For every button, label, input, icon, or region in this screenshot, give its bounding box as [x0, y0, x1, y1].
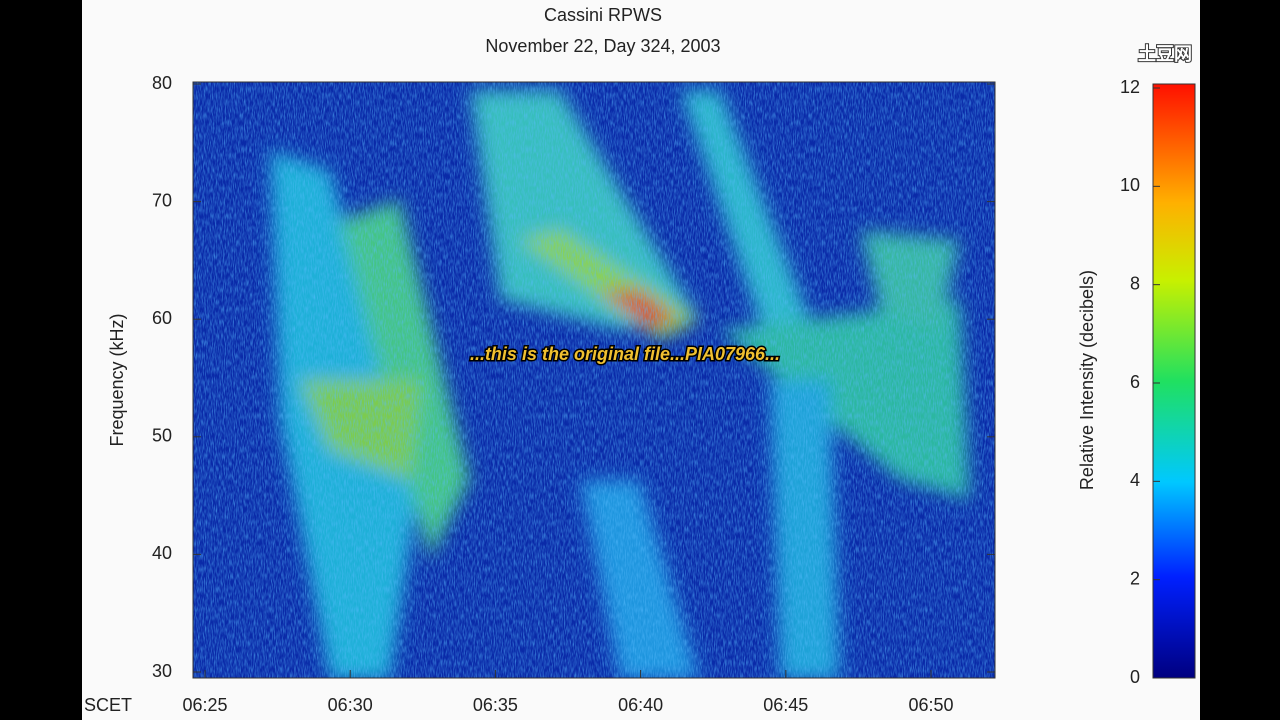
- chart-subtitle: November 22, Day 324, 2003: [485, 36, 720, 56]
- y-tick-label: 80: [152, 73, 172, 93]
- x-tick-label: 06:40: [618, 695, 663, 715]
- colorbar-tick-label: 10: [1120, 175, 1140, 195]
- colorbar-tick-label: 12: [1120, 77, 1140, 97]
- colorbar-tick-label: 8: [1130, 273, 1140, 293]
- x-tick-label: 06:50: [908, 695, 953, 715]
- colorbar-tick-label: 4: [1130, 470, 1140, 490]
- spectrogram: [193, 82, 995, 678]
- colorbar-label: Relative Intensity (decibels): [1077, 270, 1097, 490]
- chart-title: Cassini RPWS: [544, 5, 662, 25]
- y-tick-label: 50: [152, 426, 172, 446]
- y-tick-label: 60: [152, 308, 172, 328]
- x-axis-label: SCET: [84, 695, 132, 715]
- colorbar-tick-label: 6: [1130, 372, 1140, 392]
- y-tick-label: 40: [152, 543, 172, 563]
- y-axis-label: Frequency (kHz): [107, 313, 127, 446]
- colorbar: [1152, 83, 1196, 679]
- x-tick-label: 06:35: [473, 695, 518, 715]
- colorbar-tick-label: 0: [1130, 667, 1140, 687]
- plot-frame: [192, 81, 996, 679]
- caption: ...this is the original file...PIA07966.…: [470, 344, 780, 364]
- x-tick-label: 06:25: [182, 695, 227, 715]
- x-tick-label: 06:30: [328, 695, 373, 715]
- watermark: 土豆网: [1138, 44, 1192, 64]
- y-tick-label: 30: [152, 661, 172, 681]
- x-tick-label: 06:45: [763, 695, 808, 715]
- colorbar-tick-label: 2: [1130, 568, 1140, 588]
- y-tick-label: 70: [152, 190, 172, 210]
